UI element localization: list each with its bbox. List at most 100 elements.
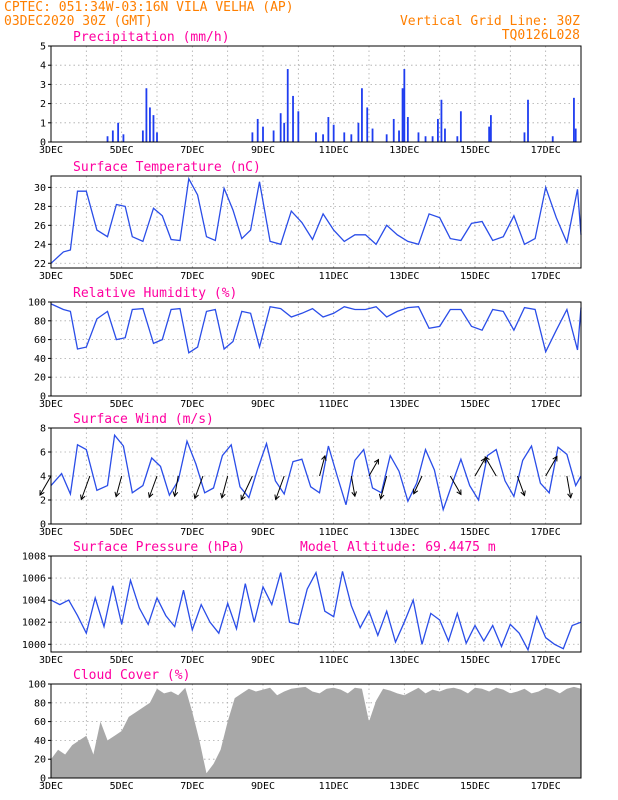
wind-vector-head — [240, 494, 246, 501]
wind-vector-head — [373, 458, 380, 465]
precip-bar — [332, 124, 335, 142]
wind-vector — [545, 456, 558, 477]
precip-bar — [431, 136, 434, 142]
precip-bar — [523, 132, 526, 142]
precip-bar — [117, 122, 120, 142]
x-tick-label: 17DEC — [531, 145, 561, 156]
precip-bar — [417, 132, 420, 142]
x-tick-label: 11DEC — [319, 399, 349, 410]
x-tick-label: 7DEC — [180, 527, 204, 538]
y-tick-label: 26 — [34, 221, 46, 232]
wind-vector — [194, 475, 204, 499]
precip-bar — [488, 126, 491, 142]
wind-vector — [350, 475, 356, 497]
wind-vector — [449, 475, 462, 495]
wind-vector — [474, 457, 486, 477]
wind-vector-head — [39, 490, 45, 496]
wind-vector-head — [80, 494, 86, 501]
wind-vector — [275, 475, 285, 500]
precip-bar — [256, 118, 259, 142]
precip-bar — [440, 99, 443, 142]
y-tick-label: 2 — [40, 99, 46, 110]
temperature-title: Surface Temperature (nC) — [73, 160, 261, 175]
wind-vector-head — [520, 490, 526, 497]
wind-vector — [174, 475, 179, 497]
x-tick-label: 5DEC — [110, 655, 134, 666]
y-tick-label: 20 — [34, 755, 46, 766]
wind-vector-head — [220, 492, 226, 499]
wind-frame — [50, 427, 582, 525]
y-tick-label: 3 — [40, 80, 46, 91]
wind-vector — [380, 475, 388, 499]
y-tick-label: 100 — [28, 680, 46, 691]
wind-vector — [319, 455, 326, 477]
precip-bar — [350, 134, 353, 142]
x-tick-label: 15DEC — [460, 781, 490, 792]
y-tick-label: 24 — [34, 240, 46, 251]
precipitation-panel: 0 1 2 3 4 5 3DEC 5DEC 7DEC 9DEC 11DEC 13DEC 15DEC 17D… — [39, 30, 582, 156]
precip-bar — [283, 122, 286, 142]
y-tick-label: 4 — [40, 61, 46, 72]
wind-vector — [240, 475, 253, 500]
pressure-panel: 1000 1002 1004 1006 1008 3DEC 5DEC 7DEC 9DEC 11DE… — [22, 540, 582, 666]
x-tick-label: 9DEC — [251, 271, 275, 282]
precip-bar — [459, 111, 462, 142]
precip-bar — [292, 95, 294, 142]
y-tick-label: 28 — [34, 202, 46, 213]
y-tick-label: 1 — [40, 118, 46, 129]
x-tick-label: 7DEC — [180, 781, 204, 792]
wind-vector-head — [378, 493, 385, 500]
precip-bar — [385, 134, 388, 142]
precip-bar — [361, 88, 363, 142]
x-tick-label: 13DEC — [389, 399, 419, 410]
y-tick-label: 2 — [40, 496, 46, 507]
x-tick-label: 3DEC — [39, 399, 63, 410]
precip-bar — [106, 136, 109, 142]
wind-vector-head — [567, 492, 573, 499]
temperature-frame — [50, 175, 582, 269]
x-tick-label: 3DEC — [39, 527, 63, 538]
precip-bar — [141, 130, 144, 142]
precip-bar — [406, 117, 409, 142]
wind-vector — [368, 459, 379, 477]
precip-bar — [145, 88, 148, 142]
wind-vector — [39, 475, 52, 496]
header-station: CPTEC: 051:34W-03:16N VILA VELHA (AP) — [4, 0, 294, 15]
precip-bar — [357, 122, 360, 142]
cloud-cover-area — [51, 686, 581, 778]
wind-panel: 0 2 4 6 8 3DEC 5DEC 7DEC 9DEC 11DEC 13DEC 15DEC 17DE… — [39, 412, 582, 538]
x-tick-label: 5DEC — [110, 399, 134, 410]
x-tick-label: 13DEC — [389, 271, 419, 282]
y-tick-label: 8 — [40, 424, 46, 435]
x-tick-label: 17DEC — [531, 527, 561, 538]
wind-vector-head — [114, 491, 120, 498]
wind-vector-head — [172, 491, 179, 498]
x-tick-label: 5DEC — [110, 527, 134, 538]
x-tick-label: 7DEC — [180, 655, 204, 666]
precip-bar — [371, 128, 374, 142]
precip-bar — [444, 128, 446, 142]
precip-bar — [490, 115, 492, 142]
wind-vector — [413, 475, 423, 494]
precip-bar — [424, 136, 427, 142]
x-tick-label: 5DEC — [110, 271, 134, 282]
precip-bar — [286, 69, 289, 142]
precip-bar — [111, 130, 114, 142]
x-tick-label: 13DEC — [389, 527, 419, 538]
temperature-panel: 22 24 26 28 30 3DEC 5DEC 7DEC 9DEC 11DEC 13DEC 15DE… — [34, 160, 582, 282]
y-tick-label: 40 — [34, 736, 46, 747]
wind-vector-head — [484, 456, 490, 462]
x-tick-label: 17DEC — [531, 399, 561, 410]
precip-bar — [322, 134, 324, 142]
precip-bar — [551, 136, 554, 142]
header-date: 03DEC2020 30Z (GMT) — [4, 14, 153, 29]
x-tick-label: 11DEC — [319, 145, 349, 156]
y-tick-label: 80 — [34, 316, 46, 327]
header-model: TQ0126L028 — [502, 28, 580, 43]
y-tick-label: 60 — [34, 335, 46, 346]
y-tick-label: 1000 — [22, 640, 46, 651]
precip-bar — [315, 132, 317, 142]
wind-vector — [484, 456, 497, 477]
x-tick-label: 11DEC — [319, 271, 349, 282]
